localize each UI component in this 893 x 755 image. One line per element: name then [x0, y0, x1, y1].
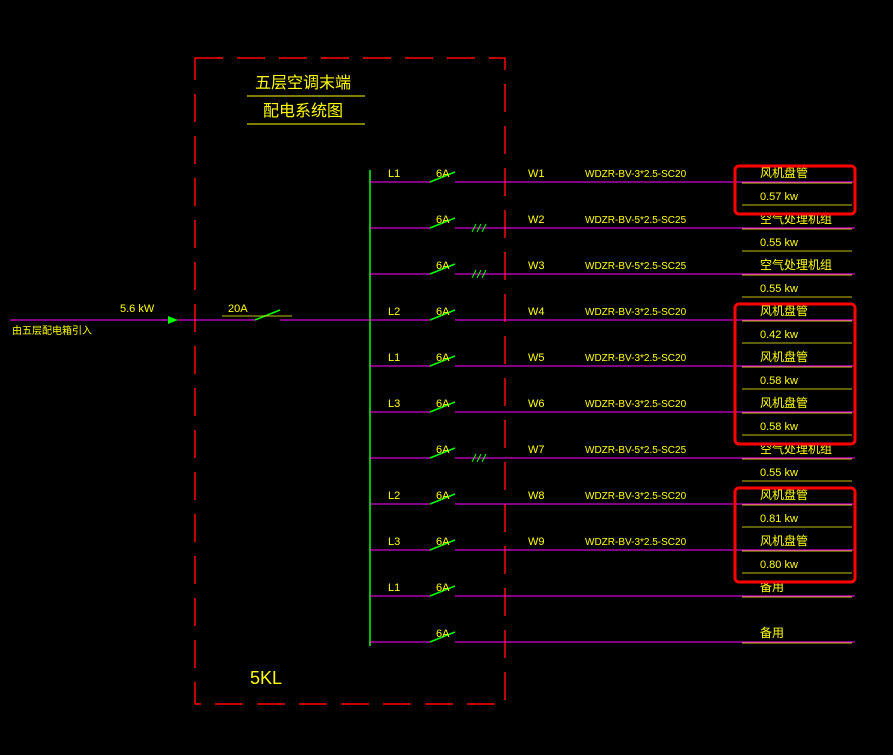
circuit-wnum-6: W7 [528, 444, 545, 456]
circuit-phase-7: L2 [388, 490, 400, 502]
circuit-power-4: 0.58 kw [760, 375, 798, 387]
title-line1: 五层空调末端 [255, 74, 351, 92]
circuit-load-5: 风机盘管 [760, 395, 808, 410]
circuit-power-1: 0.55 kw [760, 237, 798, 249]
circuit-phase-9: L1 [388, 582, 400, 594]
circuit-power-7: 0.81 kw [760, 513, 798, 525]
circuit-wnum-1: W2 [528, 214, 545, 226]
circuit-breaker-label-9: 6A [436, 582, 450, 594]
circuit-phase-8: L3 [388, 536, 400, 548]
input-breaker-label: 20A [228, 303, 248, 315]
circuit-breaker-label-8: 6A [436, 536, 450, 548]
circuit-wnum-4: W5 [528, 352, 545, 364]
circuit-breaker-label-6: 6A [436, 444, 450, 456]
input-power-label: 5.6 kW [120, 303, 155, 315]
circuit-breaker-label-7: 6A [436, 490, 450, 502]
panel-label: 5KL [250, 668, 282, 688]
circuit-load-10: 备用 [760, 626, 784, 640]
circuit-breaker-label-0: 6A [436, 168, 450, 180]
title-line2: 配电系统图 [263, 102, 343, 120]
circuit-phase-5: L3 [388, 398, 400, 410]
circuit-cable-7: WDZR-BV-3*2.5-SC20 [585, 491, 687, 502]
electrical-diagram: 五层空调末端配电系统图 5KL 20A 由五层配电箱引入 5.6 kW L1 6A W1 WDZ… [0, 0, 893, 755]
circuit-phase-3: L2 [388, 306, 400, 318]
circuit-phase-4: L1 [388, 352, 400, 364]
circuit-wnum-7: W8 [528, 490, 545, 502]
circuit-load-4: 风机盘管 [760, 349, 808, 364]
circuit-cable-3: WDZR-BV-3*2.5-SC20 [585, 307, 687, 318]
circuit-breaker-label-4: 6A [436, 352, 450, 364]
circuit-cable-1: WDZR-BV-5*2.5-SC25 [585, 215, 687, 226]
circuit-wnum-3: W4 [528, 306, 545, 318]
circuit-power-2: 0.55 kw [760, 283, 798, 295]
circuit-power-0: 0.57 kw [760, 191, 798, 203]
circuit-cable-0: WDZR-BV-3*2.5-SC20 [585, 169, 687, 180]
circuit-cable-5: WDZR-BV-3*2.5-SC20 [585, 399, 687, 410]
circuit-breaker-label-1: 6A [436, 214, 450, 226]
circuit-breaker-label-2: 6A [436, 260, 450, 272]
circuit-cable-8: WDZR-BV-3*2.5-SC20 [585, 537, 687, 548]
circuit-load-2: 空气处理机组 [760, 257, 832, 272]
circuit-wnum-0: W1 [528, 168, 545, 180]
circuit-breaker-label-3: 6A [436, 306, 450, 318]
circuit-breaker-label-5: 6A [436, 398, 450, 410]
circuit-load-8: 风机盘管 [760, 533, 808, 548]
circuit-wnum-5: W6 [528, 398, 545, 410]
circuit-power-6: 0.55 kw [760, 467, 798, 479]
input-source-label: 由五层配电箱引入 [12, 324, 92, 337]
circuit-power-8: 0.80 kw [760, 559, 798, 571]
circuit-power-5: 0.58 kw [760, 421, 798, 433]
circuit-cable-6: WDZR-BV-5*2.5-SC25 [585, 445, 687, 456]
circuit-breaker-label-10: 6A [436, 628, 450, 640]
circuit-wnum-8: W9 [528, 536, 545, 548]
circuit-wnum-2: W3 [528, 260, 545, 272]
circuit-cable-4: WDZR-BV-3*2.5-SC20 [585, 353, 687, 364]
circuit-cable-2: WDZR-BV-5*2.5-SC25 [585, 261, 687, 272]
circuit-power-3: 0.42 kw [760, 329, 798, 341]
circuit-phase-0: L1 [388, 168, 400, 180]
